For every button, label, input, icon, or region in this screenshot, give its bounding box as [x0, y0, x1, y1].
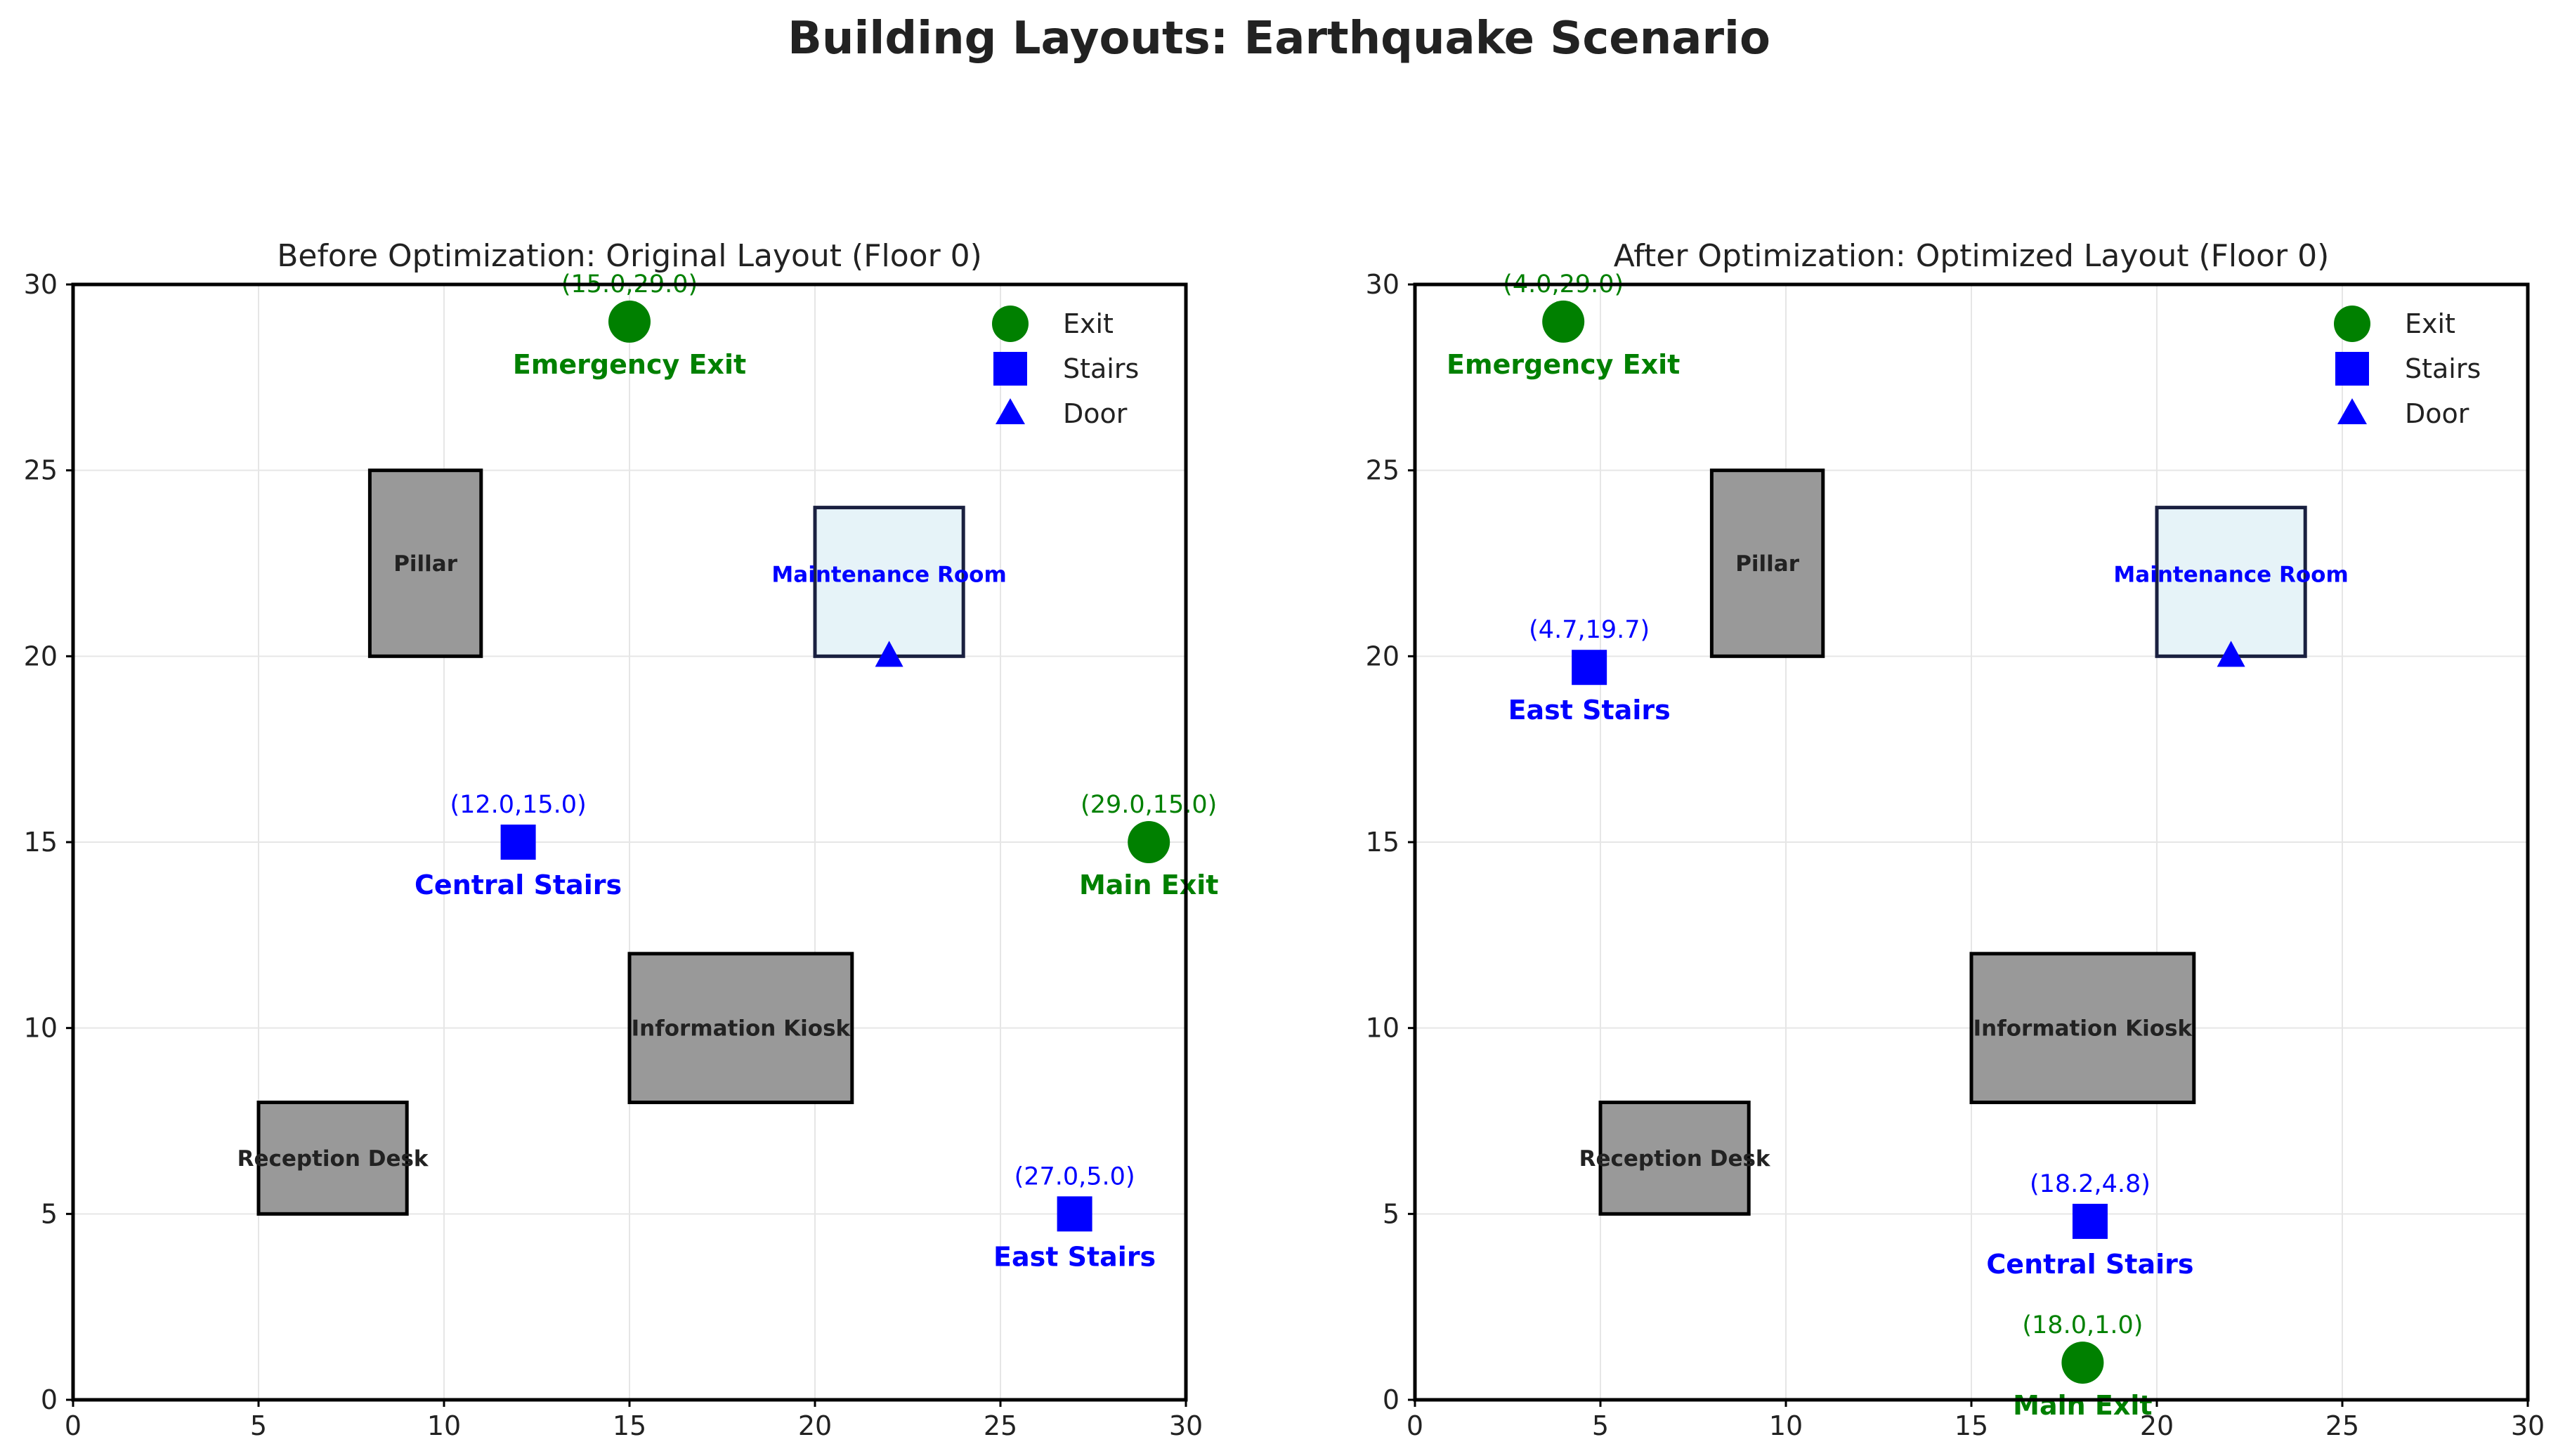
- y-tick-label: 20: [24, 641, 58, 671]
- stairs-name-label: East Stairs: [1508, 695, 1671, 726]
- y-tick-label: 10: [24, 1013, 58, 1044]
- exit-name-label: Main Exit: [1079, 870, 1218, 900]
- x-tick-label: 15: [1955, 1410, 1988, 1441]
- stairs-name-label: Central Stairs: [1986, 1249, 2193, 1280]
- legend-door-marker: [996, 398, 1025, 424]
- exit-name-label: Main Exit: [2013, 1390, 2152, 1421]
- legend-label: Stairs: [1063, 353, 1139, 384]
- exit-coord-label: (18.0,1.0): [2022, 1311, 2143, 1339]
- legend-exit-marker: [992, 306, 1029, 342]
- y-tick-label: 30: [1366, 269, 1399, 300]
- stairs-marker: [2072, 1203, 2108, 1239]
- figure-title: Building Layouts: Earthquake Scenario: [788, 13, 1770, 65]
- stairs-coord-label: (4.7,19.7): [1529, 616, 1650, 644]
- legend-door-marker: [2337, 398, 2367, 424]
- door-marker: [2217, 641, 2245, 667]
- legend-exit-marker: [2334, 306, 2370, 342]
- x-tick-label: 0: [1407, 1410, 1423, 1441]
- obstacle-rect: [1969, 952, 2196, 1105]
- room-label: Maintenance Room: [771, 562, 1006, 587]
- stairs-coord-label: (27.0,5.0): [1014, 1162, 1135, 1191]
- legend-stairs-marker: [2335, 352, 2369, 386]
- legend-label: Door: [1063, 398, 1128, 429]
- x-tick-label: 10: [1769, 1410, 1803, 1441]
- obstacle-rect: [1709, 468, 1825, 658]
- x-tick-label: 25: [984, 1410, 1017, 1441]
- exit-name-label: Emergency Exit: [513, 349, 746, 380]
- obstacle-label: Reception Desk: [1579, 1146, 1771, 1172]
- x-tick-label: 30: [2511, 1410, 2545, 1441]
- x-tick-label: 5: [1592, 1410, 1609, 1441]
- x-tick-label: 25: [2325, 1410, 2359, 1441]
- y-tick-label: 0: [1383, 1384, 1399, 1415]
- exit-marker: [1128, 821, 1170, 863]
- obstacle-label: Reception Desk: [237, 1146, 429, 1172]
- stairs-coord-label: (12.0,15.0): [450, 791, 586, 819]
- legend-stairs-marker: [993, 352, 1027, 386]
- y-tick-label: 5: [1383, 1198, 1399, 1229]
- exit-name-label: Emergency Exit: [1447, 349, 1680, 380]
- y-tick-label: 30: [24, 269, 58, 300]
- obstacle-rect: [256, 1101, 409, 1216]
- obstacle-rect: [627, 952, 854, 1105]
- obstacle-rect: [1598, 1101, 1751, 1216]
- exit-marker: [1542, 300, 1585, 343]
- exit-marker: [2061, 1342, 2104, 1384]
- legend-label: Door: [2405, 398, 2469, 429]
- x-tick-label: 10: [427, 1410, 461, 1441]
- axes-title: After Optimization: Optimized Layout (Fl…: [1614, 238, 2329, 274]
- stairs-marker: [500, 825, 536, 860]
- legend-label: Exit: [2405, 308, 2455, 339]
- obstacle-label: Information Kiosk: [632, 1016, 851, 1042]
- plot-panel-1: Pillar Information Kiosk Reception Desk Mai…: [24, 238, 1219, 1441]
- stairs-name-label: Central Stairs: [415, 870, 622, 900]
- stairs-name-label: East Stairs: [993, 1241, 1156, 1272]
- x-tick-label: 5: [250, 1410, 267, 1441]
- obstacle-label: Information Kiosk: [1973, 1016, 2193, 1042]
- y-tick-label: 0: [41, 1384, 58, 1415]
- y-tick-label: 15: [1366, 827, 1399, 858]
- y-tick-label: 20: [1366, 641, 1399, 671]
- x-tick-label: 20: [2140, 1410, 2174, 1441]
- y-tick-label: 5: [41, 1198, 58, 1229]
- stairs-coord-label: (18.2,4.8): [2030, 1170, 2151, 1198]
- room-rect: [813, 506, 965, 658]
- y-tick-label: 15: [24, 827, 58, 858]
- y-tick-label: 10: [1366, 1013, 1399, 1044]
- exit-marker: [608, 300, 651, 343]
- x-tick-label: 0: [65, 1410, 81, 1441]
- obstacle-label: Pillar: [393, 551, 458, 577]
- legend-label: Stairs: [2405, 353, 2481, 384]
- x-tick-label: 20: [798, 1410, 832, 1441]
- plot-panel-2: Pillar Information Kiosk Reception Desk Mai…: [1366, 238, 2545, 1441]
- stairs-marker: [1057, 1196, 1092, 1232]
- x-tick-label: 15: [613, 1410, 646, 1441]
- y-tick-label: 25: [24, 455, 58, 486]
- room-label: Maintenance Room: [2113, 562, 2348, 587]
- y-tick-label: 25: [1366, 455, 1399, 486]
- x-tick-label: 30: [1169, 1410, 1203, 1441]
- exit-coord-label: (29.0,15.0): [1081, 791, 1217, 819]
- axes-title: Before Optimization: Original Layout (Fl…: [277, 238, 982, 274]
- obstacle-label: Pillar: [1735, 551, 1800, 577]
- door-marker: [875, 641, 903, 667]
- legend-label: Exit: [1063, 308, 1114, 339]
- stairs-marker: [1572, 650, 1607, 686]
- obstacle-rect: [367, 468, 483, 658]
